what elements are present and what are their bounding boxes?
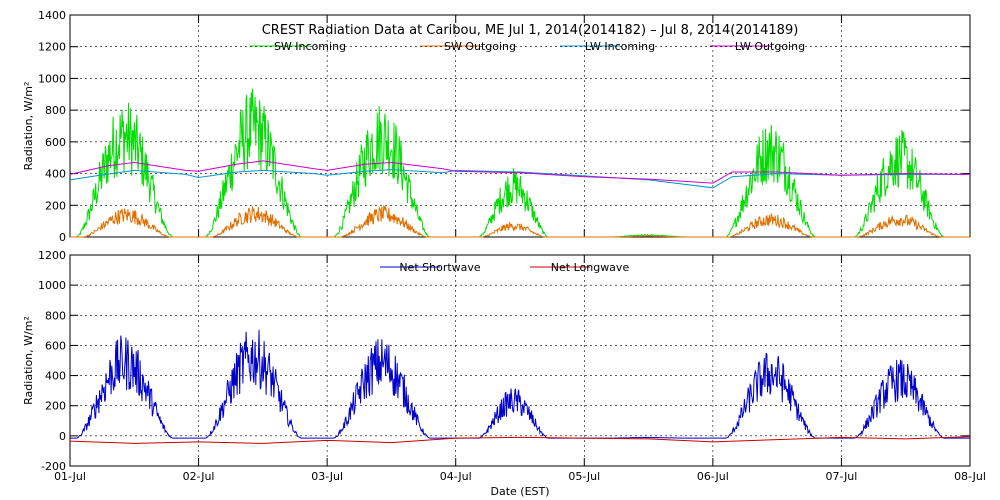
legend-label-sw-incoming: SW Incoming (274, 40, 346, 53)
series-line-net-shortwave (70, 329, 970, 439)
y-tick-label: 600 (45, 136, 66, 149)
y-axis-label: Radiation, W/m² (22, 316, 35, 405)
legend-label-net-shortwave: Net Shortwave (399, 261, 481, 274)
y-tick-label: 400 (45, 168, 66, 181)
series-line-lw-incoming (69, 169, 970, 189)
series-line-net-longwave (69, 436, 971, 444)
y-tick-label: 1200 (38, 249, 66, 262)
y-tick-label: 600 (45, 339, 66, 352)
x-axis-label: Date (EST) (490, 485, 549, 498)
series-line-sw-incoming (70, 88, 970, 238)
series-line-sw-outgoing (70, 205, 970, 238)
x-tick-label: 08-Jul (954, 470, 986, 483)
series-line-lw-outgoing (69, 160, 971, 184)
x-tick-label: 03-Jul (311, 470, 343, 483)
plot-frame (69, 14, 971, 238)
x-tick-label: 06-Jul (697, 470, 729, 483)
chart-title: CREST Radiation Data at Caribou, ME Jul … (262, 23, 799, 38)
y-tick-label: 1000 (38, 279, 66, 292)
bottom-panel: -200 0 200 400 600 800 1000 1200 01-Jul 02-Jul 03-… (22, 249, 986, 498)
y-tick-label: 400 (45, 370, 66, 383)
x-tick-label: 07-Jul (825, 470, 857, 483)
y-tick-label: 1400 (38, 9, 66, 22)
x-tick-label: 05-Jul (568, 470, 600, 483)
x-tick-label: 01-Jul (54, 470, 86, 483)
plot-frame (69, 254, 971, 467)
x-tick-label: 04-Jul (440, 470, 472, 483)
y-tick-label: 800 (45, 309, 66, 322)
y-tick-label: 200 (45, 199, 66, 212)
y-axis-label: Radiation, W/m² (22, 82, 35, 171)
y-tick-label: 200 (45, 400, 66, 413)
y-tick-label: 800 (45, 104, 66, 117)
y-tick-label: -200 (41, 460, 66, 473)
y-tick-label: 0 (59, 430, 66, 443)
legend-label-lw-outgoing: LW Outgoing (735, 40, 805, 53)
x-tick-label: 02-Jul (183, 470, 215, 483)
top-panel: 0 200 400 600 800 1000 1200 1400 Radiation, W/m²… (22, 9, 971, 244)
y-tick-label: 1200 (38, 41, 66, 54)
legend-label-sw-outgoing: SW Outgoing (444, 40, 516, 53)
y-tick-label: 1000 (38, 72, 66, 85)
legend-label-net-longwave: Net Longwave (551, 261, 630, 274)
y-tick-label: 0 (59, 231, 66, 244)
legend-label-lw-incoming: LW Incoming (585, 40, 655, 53)
